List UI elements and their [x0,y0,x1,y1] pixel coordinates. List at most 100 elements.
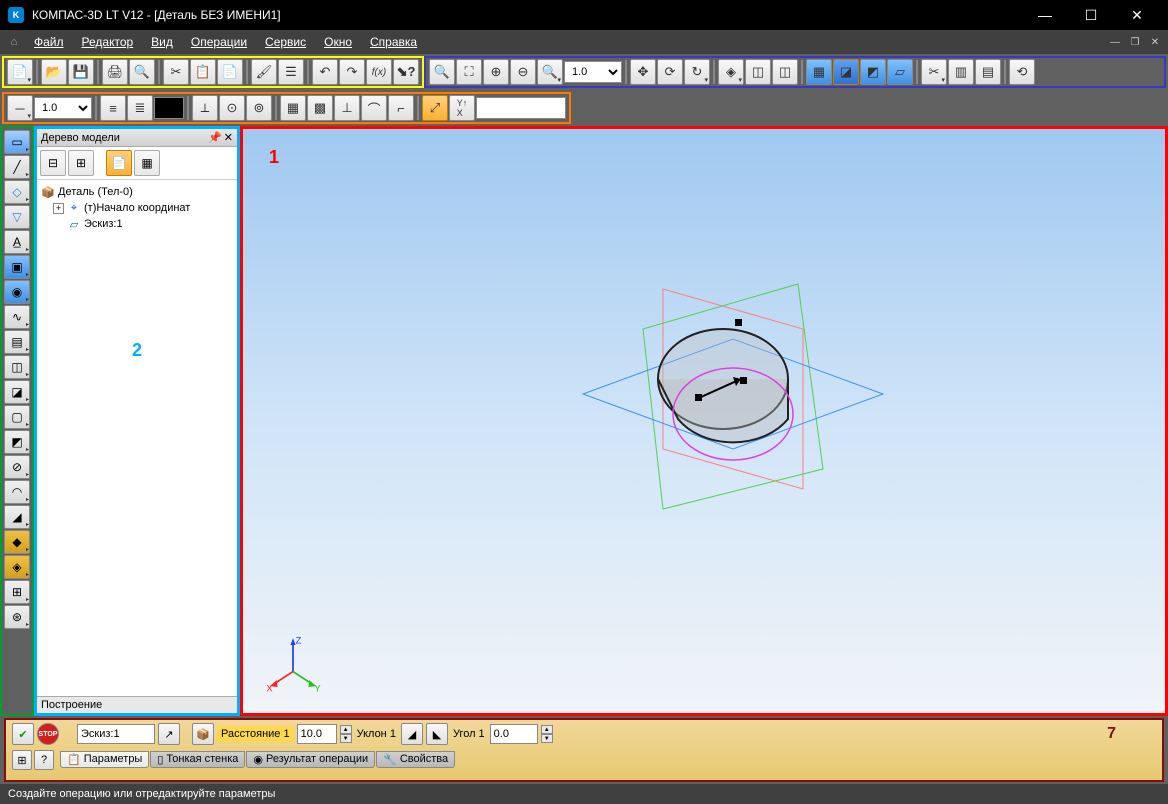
pattern-tool[interactable]: ⊞ [4,580,30,604]
xy-button[interactable]: Y↑X [449,95,475,121]
snap2-button[interactable]: ⊚ [246,95,272,121]
filter-tool[interactable]: ▽ [4,205,30,229]
3d-viewport[interactable]: 1 Z X [240,126,1168,716]
section-button[interactable]: ✂ [921,59,947,85]
rotate-button[interactable]: ⟳ [657,59,683,85]
iso1-button[interactable]: ◫ [745,59,771,85]
copy-button[interactable]: 📋 [190,59,216,85]
hole-tool[interactable]: ⊘ [4,455,30,479]
line-width-combo[interactable]: 1.0 [34,97,92,119]
coord-input[interactable] [476,97,566,119]
pan-button[interactable]: ✥ [630,59,656,85]
draft-tool[interactable]: ◆ [4,530,30,554]
layer2-button[interactable]: ≣ [127,95,153,121]
help-pointer-button[interactable]: ⬊? [393,59,419,85]
extrude-tool[interactable]: ▣ [4,255,30,279]
distance-spinner[interactable]: ▲▼ [340,725,352,743]
rib-tool[interactable]: ◩ [4,430,30,454]
select-tool[interactable]: ▭ [4,130,30,154]
zoom-in-button[interactable]: ⊕ [483,59,509,85]
angle-spinner[interactable]: ▲▼ [541,725,553,743]
save-button[interactable]: 💾 [68,59,94,85]
tree-btn2[interactable]: ⊞ [68,150,94,176]
preview-button[interactable]: 🔍 [129,59,155,85]
properties-button[interactable]: ☰ [278,59,304,85]
tab-params[interactable]: 📋Параметры [60,751,149,768]
snap1-button[interactable]: ⊙ [219,95,245,121]
dim-active-button[interactable]: ⤢ [422,95,448,121]
angle-input[interactable] [490,724,538,744]
close-button[interactable]: ✕ [1114,0,1160,30]
menu-operations[interactable]: Операции [183,32,255,52]
new-doc-button[interactable]: 📄 [7,59,33,85]
distance-input[interactable] [297,724,337,744]
cut1-tool[interactable]: ◫ [4,355,30,379]
tree-close-icon[interactable]: ✕ [224,131,233,144]
zoom-sel-button[interactable]: 🔍 [537,59,563,85]
refresh-button[interactable]: ⟲ [1009,59,1035,85]
section3-button[interactable]: ▤ [975,59,1001,85]
shaded-button[interactable]: ◪ [833,59,859,85]
aux1-button[interactable]: ⊞ [12,750,32,770]
bool-tool[interactable]: ⊛ [4,605,30,629]
app-menu-icon[interactable]: ⌂ [4,32,24,52]
orientation-button[interactable]: ◈ [718,59,744,85]
zoom-fit-button[interactable]: ⛶ [456,59,482,85]
open-button[interactable]: 📂 [41,59,67,85]
zoom-combo[interactable]: 1.0 [564,61,622,83]
brush-button[interactable]: 🖌 [251,59,277,85]
tab-properties[interactable]: 🔧Свойства [376,751,455,768]
tang-button[interactable]: ⌒ [361,95,387,121]
slope-dir2-button[interactable]: ◣ [426,723,448,745]
minimize-button[interactable]: — [1022,0,1068,30]
line-tool[interactable]: ╱ [4,155,30,179]
tab-thinwall[interactable]: ▯Тонкая стенка [150,751,245,768]
layer1-button[interactable]: ≡ [100,95,126,121]
hidden-button[interactable]: ◩ [860,59,886,85]
corner-button[interactable]: ⌐ [388,95,414,121]
cut2-tool[interactable]: ◪ [4,380,30,404]
sweep-tool[interactable]: ∿ [4,305,30,329]
grid2-button[interactable]: ▩ [307,95,333,121]
wireframe-button[interactable]: ▦ [806,59,832,85]
menu-view[interactable]: Вид [143,32,181,52]
persp-button[interactable]: ▱ [887,59,913,85]
fillet-tool[interactable]: ◠ [4,480,30,504]
menu-editor[interactable]: Редактор [74,32,142,52]
tree-origin[interactable]: + ⌖ (т)Начало координат [41,200,233,216]
slope-dir-button[interactable]: ◢ [401,723,423,745]
perp-button[interactable]: ⊥ [334,95,360,121]
print-button[interactable]: 🖨 [102,59,128,85]
ortho-button[interactable]: ⟂ [192,95,218,121]
chamfer-tool[interactable]: ◢ [4,505,30,529]
menu-help[interactable]: Справка [362,32,425,52]
mdi-minimize-button[interactable]: — [1106,35,1124,49]
fx-button[interactable]: f(x) [366,59,392,85]
line-style-button[interactable]: ─ [7,95,33,121]
tree-btn4[interactable]: ▦ [134,150,160,176]
tree-sketch[interactable]: ▱ Эскиз:1 [41,216,233,232]
color-swatch[interactable] [154,97,184,119]
mirror-tool[interactable]: ◈ [4,555,30,579]
aux2-button[interactable]: ? [34,750,54,770]
direction-button[interactable]: 📦 [192,723,214,745]
tree-btn1[interactable]: ⊟ [40,150,66,176]
zoom-area-button[interactable]: 🔍 [429,59,455,85]
apply-button[interactable]: ✔ [12,723,34,745]
cut-button[interactable]: ✂ [163,59,189,85]
shell-tool[interactable]: ▢ [4,405,30,429]
section2-button[interactable]: ▥ [948,59,974,85]
undo-button[interactable]: ↶ [312,59,338,85]
tree-btn3[interactable]: 📄 [106,150,132,176]
expand-icon[interactable]: + [53,203,64,214]
mdi-close-button[interactable]: ✕ [1146,35,1164,49]
zoom-out-button[interactable]: ⊖ [510,59,536,85]
pin-icon[interactable]: 📌 [208,131,222,144]
sketch-pick-button[interactable]: ↗ [158,723,180,745]
menu-service[interactable]: Сервис [257,32,314,52]
stop-button[interactable]: STOP [37,723,59,745]
shape-tool[interactable]: ◇ [4,180,30,204]
orbit-button[interactable]: ↻ [684,59,710,85]
ref-tool[interactable]: A̲ [4,230,30,254]
maximize-button[interactable]: ☐ [1068,0,1114,30]
